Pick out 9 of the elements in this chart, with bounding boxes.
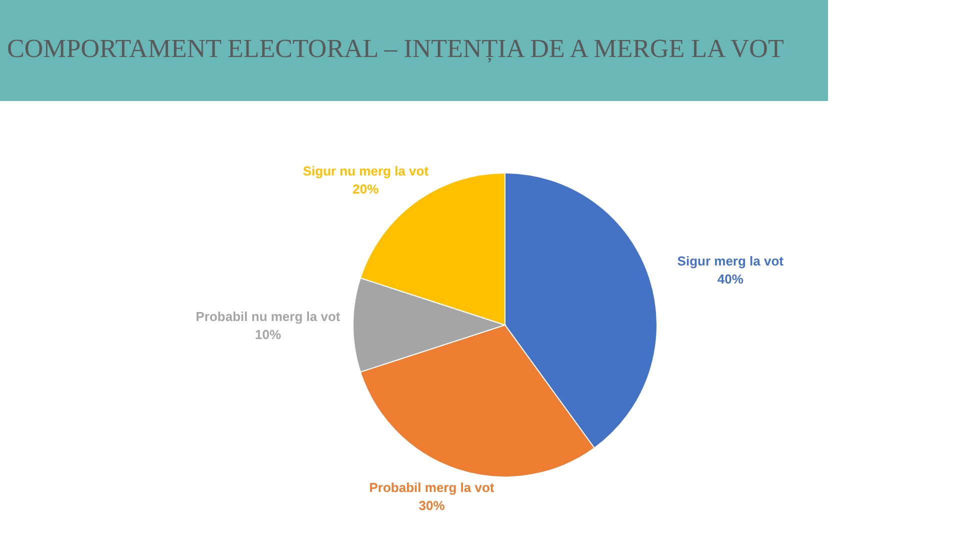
data-label: 30% <box>418 498 446 514</box>
slice-label: Probabil nu merg la vot <box>196 309 341 324</box>
slice-label: Probabil merg la vot <box>369 480 495 496</box>
data-label: 10% <box>254 327 282 342</box>
slice-label: Sigur nu merg la vot <box>302 163 430 178</box>
data-label: 40% <box>717 271 744 286</box>
data-label: 20% <box>352 181 380 196</box>
chart-title: COMPORTAMENT ELECTORAL – INTENȚIA DE A MERGE LA VOT <box>7 33 784 65</box>
slice-label: Sigur merg la vot <box>677 253 784 268</box>
